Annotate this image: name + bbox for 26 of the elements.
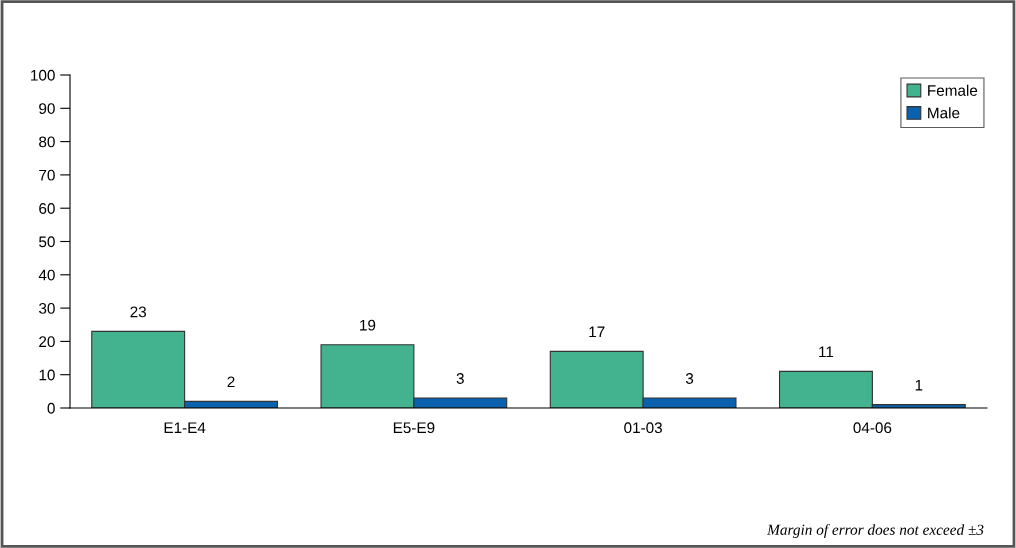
y-tick-label: 90 bbox=[39, 103, 55, 114]
x-tick-label: 04-06 bbox=[853, 422, 892, 434]
data-label: 3 bbox=[456, 373, 464, 384]
data-label: 3 bbox=[685, 373, 694, 384]
data-label: 23 bbox=[130, 306, 147, 318]
x-tick-label: 01-03 bbox=[624, 422, 662, 434]
y-tick-label: 100 bbox=[31, 69, 55, 81]
y-tick-label: 10 bbox=[39, 369, 55, 381]
data-label: 1 bbox=[915, 379, 923, 391]
y-tick-label: 30 bbox=[39, 302, 55, 314]
x-tick-label: E5-E9 bbox=[393, 422, 435, 434]
x-tick-label: E1-E4 bbox=[164, 422, 206, 433]
data-label: 11 bbox=[819, 346, 834, 358]
y-tick-label: 20 bbox=[39, 336, 55, 348]
y-tick-label: 60 bbox=[39, 203, 55, 214]
legend-label: Female bbox=[928, 84, 978, 96]
data-label: 19 bbox=[360, 319, 376, 331]
y-tick-label: 50 bbox=[39, 236, 55, 248]
y-tick-label: 80 bbox=[39, 136, 55, 148]
text: Margin of error does not exceed ±3 bbox=[766, 523, 984, 539]
data-label: 17 bbox=[589, 326, 605, 338]
data-label: 2 bbox=[227, 376, 235, 388]
y-tick-label: 40 bbox=[38, 269, 55, 281]
legend-label: Male bbox=[928, 107, 960, 119]
y-tick-label: 0 bbox=[47, 402, 55, 414]
y-tick-label: 70 bbox=[39, 169, 55, 181]
